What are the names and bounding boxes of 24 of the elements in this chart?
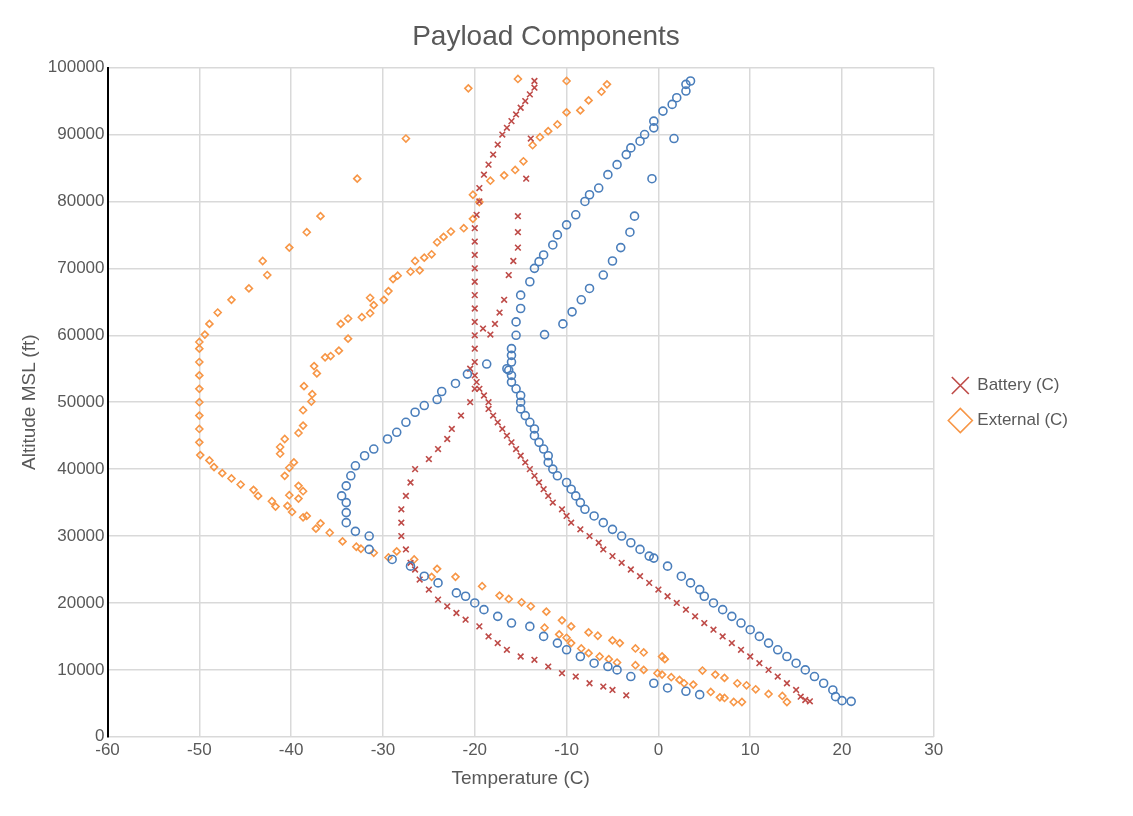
y-tick-label: 90000 xyxy=(57,124,105,144)
y-tick-label: 70000 xyxy=(57,258,105,278)
y-axis-title: Altitude MSL (ft) xyxy=(17,334,39,470)
x-tick-label: -10 xyxy=(554,739,579,759)
y-tick-label: 10000 xyxy=(57,659,105,679)
y-tick-label: 60000 xyxy=(57,324,105,344)
x-axis-title: Temperature (C) xyxy=(451,766,590,788)
x-tick-label: 30 xyxy=(924,739,944,759)
x-tick-label: 10 xyxy=(740,739,760,759)
legend-label: Battery (C) xyxy=(977,375,1060,395)
y-tick-label: 50000 xyxy=(57,391,105,411)
y-tick-label: 100000 xyxy=(47,57,105,77)
legend-label: External (C) xyxy=(977,410,1068,430)
y-tick-label: 20000 xyxy=(57,592,105,612)
chart-title: Payload Components xyxy=(412,19,680,51)
x-tick-label: -40 xyxy=(278,739,304,759)
x-tick-label: 20 xyxy=(832,739,852,759)
x-tick-label: -30 xyxy=(370,739,396,759)
y-tick-label: 40000 xyxy=(57,458,105,478)
x-tick-label: -20 xyxy=(462,739,488,759)
x-tick-label: -50 xyxy=(187,739,212,759)
y-tick-label: 80000 xyxy=(57,191,105,211)
x-tick-label: 0 xyxy=(653,739,664,759)
y-tick-label: 30000 xyxy=(57,525,105,545)
